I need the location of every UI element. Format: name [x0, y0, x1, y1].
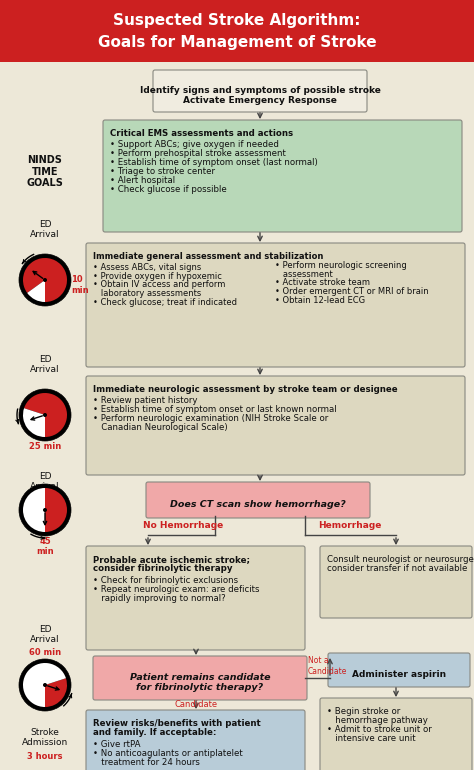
Text: for fibrinolytic therapy?: for fibrinolytic therapy?	[137, 683, 264, 692]
Text: Critical EMS assessments and actions: Critical EMS assessments and actions	[110, 129, 293, 138]
Circle shape	[43, 278, 47, 282]
Text: Suspected Stroke Algorithm:: Suspected Stroke Algorithm:	[113, 12, 361, 28]
Text: 25 min: 25 min	[29, 442, 61, 451]
Text: Immediate general assessment and stabilization: Immediate general assessment and stabili…	[93, 252, 323, 261]
Text: ED
Arrival: ED Arrival	[30, 472, 60, 491]
Text: • Check glucose if possible: • Check glucose if possible	[110, 186, 227, 194]
Text: • Admit to stroke unit or: • Admit to stroke unit or	[327, 725, 432, 734]
Text: Administer aspirin: Administer aspirin	[352, 670, 446, 679]
Text: • Begin stroke or: • Begin stroke or	[327, 707, 400, 716]
FancyBboxPatch shape	[93, 656, 307, 700]
Text: • Provide oxygen if hypoxemic: • Provide oxygen if hypoxemic	[93, 272, 222, 281]
Text: • Check for fibrinolytic exclusions: • Check for fibrinolytic exclusions	[93, 576, 238, 584]
Text: • No anticoagulants or antiplatelet: • No anticoagulants or antiplatelet	[93, 748, 243, 758]
Text: Does CT scan show hemorrhage?: Does CT scan show hemorrhage?	[170, 500, 346, 509]
Circle shape	[43, 683, 47, 687]
Text: Patient remains candidate: Patient remains candidate	[130, 673, 270, 682]
Text: Canadian Neurological Scale): Canadian Neurological Scale)	[93, 424, 228, 432]
Text: Immediate neurologic assessment by stroke team or designee: Immediate neurologic assessment by strok…	[93, 385, 398, 394]
Text: • Perform prehospital stroke assessment: • Perform prehospital stroke assessment	[110, 149, 286, 159]
Wedge shape	[23, 408, 45, 437]
Wedge shape	[45, 488, 67, 532]
Wedge shape	[24, 393, 67, 437]
Text: • Check glucose; treat if indicated: • Check glucose; treat if indicated	[93, 298, 237, 306]
FancyBboxPatch shape	[86, 710, 305, 770]
Circle shape	[19, 659, 71, 711]
Text: 10
min: 10 min	[71, 276, 89, 295]
Text: Not a
Candidate: Not a Candidate	[308, 656, 347, 676]
Bar	[0, 0, 474, 62]
FancyBboxPatch shape	[103, 120, 462, 232]
Text: Hemorrhage: Hemorrhage	[319, 521, 382, 531]
Circle shape	[19, 484, 71, 536]
Text: Probable acute ischemic stroke;: Probable acute ischemic stroke;	[93, 555, 250, 564]
Wedge shape	[23, 258, 67, 302]
FancyBboxPatch shape	[320, 698, 472, 770]
Text: 45
min: 45 min	[36, 537, 54, 557]
FancyBboxPatch shape	[146, 482, 370, 518]
Text: and family. If acceptable:: and family. If acceptable:	[93, 728, 216, 738]
Text: • Support ABCs; give oxygen if needed: • Support ABCs; give oxygen if needed	[110, 140, 279, 149]
Text: • Give rtPA: • Give rtPA	[93, 740, 140, 748]
Text: No Hemorrhage: No Hemorrhage	[143, 521, 223, 531]
Text: 3 hours: 3 hours	[27, 752, 63, 761]
FancyBboxPatch shape	[86, 546, 305, 650]
Text: NINDS
TIME
GOALS: NINDS TIME GOALS	[27, 155, 64, 188]
FancyBboxPatch shape	[320, 546, 472, 618]
Text: Candidate: Candidate	[174, 700, 218, 709]
FancyBboxPatch shape	[86, 376, 465, 475]
Wedge shape	[23, 488, 45, 532]
Text: Stroke
Admission: Stroke Admission	[22, 728, 68, 748]
Circle shape	[43, 413, 47, 417]
Wedge shape	[27, 280, 45, 302]
FancyBboxPatch shape	[86, 243, 465, 367]
Text: ED
Arrival: ED Arrival	[30, 625, 60, 644]
Text: laboratory assessments: laboratory assessments	[93, 289, 201, 298]
Circle shape	[19, 389, 71, 441]
Circle shape	[19, 254, 71, 306]
Text: • Alert hospital: • Alert hospital	[110, 176, 175, 186]
Text: • Review patient history: • Review patient history	[93, 397, 198, 405]
Text: • Perform neurologic examination (NIH Stroke Scale or: • Perform neurologic examination (NIH St…	[93, 414, 328, 424]
Text: Identify signs and symptoms of possible stroke: Identify signs and symptoms of possible …	[139, 86, 381, 95]
Text: ED
Arrival: ED Arrival	[30, 355, 60, 374]
Wedge shape	[45, 678, 67, 707]
Text: treatment for 24 hours: treatment for 24 hours	[93, 758, 200, 767]
Wedge shape	[23, 663, 66, 707]
Text: • Triage to stroke center: • Triage to stroke center	[110, 167, 215, 176]
Text: • Establish time of symptom onset or last known normal: • Establish time of symptom onset or las…	[93, 405, 337, 414]
Text: • Activate stroke team: • Activate stroke team	[275, 279, 371, 287]
Text: Goals for Management of Stroke: Goals for Management of Stroke	[98, 35, 376, 51]
Text: • Establish time of symptom onset (last normal): • Establish time of symptom onset (last …	[110, 159, 318, 167]
Circle shape	[43, 508, 47, 512]
Text: Activate Emergency Response: Activate Emergency Response	[183, 96, 337, 105]
Text: • Repeat neurologic exam: are deficits: • Repeat neurologic exam: are deficits	[93, 584, 259, 594]
Text: Consult neurologist or neurosurgeon;: Consult neurologist or neurosurgeon;	[327, 555, 474, 564]
Text: Review risks/benefits with patient: Review risks/benefits with patient	[93, 719, 261, 728]
Text: assessment: assessment	[275, 270, 333, 279]
Text: rapidly improving to normal?: rapidly improving to normal?	[93, 594, 226, 603]
Text: • Perform neurologic screening: • Perform neurologic screening	[275, 261, 407, 270]
Text: consider transfer if not available: consider transfer if not available	[327, 564, 467, 573]
Text: hemorrhage pathway: hemorrhage pathway	[327, 716, 428, 725]
Text: consider fibrinolytic therapy: consider fibrinolytic therapy	[93, 564, 233, 574]
Text: • Order emergent CT or MRI of brain: • Order emergent CT or MRI of brain	[275, 287, 429, 296]
Text: • Obtain IV access and perform: • Obtain IV access and perform	[93, 280, 225, 290]
FancyBboxPatch shape	[153, 70, 367, 112]
Text: ED
Arrival: ED Arrival	[30, 220, 60, 239]
FancyBboxPatch shape	[328, 653, 470, 687]
Text: intensive care unit: intensive care unit	[327, 734, 416, 743]
Text: 60 min: 60 min	[29, 648, 61, 657]
Text: • Obtain 12-lead ECG: • Obtain 12-lead ECG	[275, 296, 365, 305]
Text: • Assess ABCs, vital signs: • Assess ABCs, vital signs	[93, 263, 201, 272]
